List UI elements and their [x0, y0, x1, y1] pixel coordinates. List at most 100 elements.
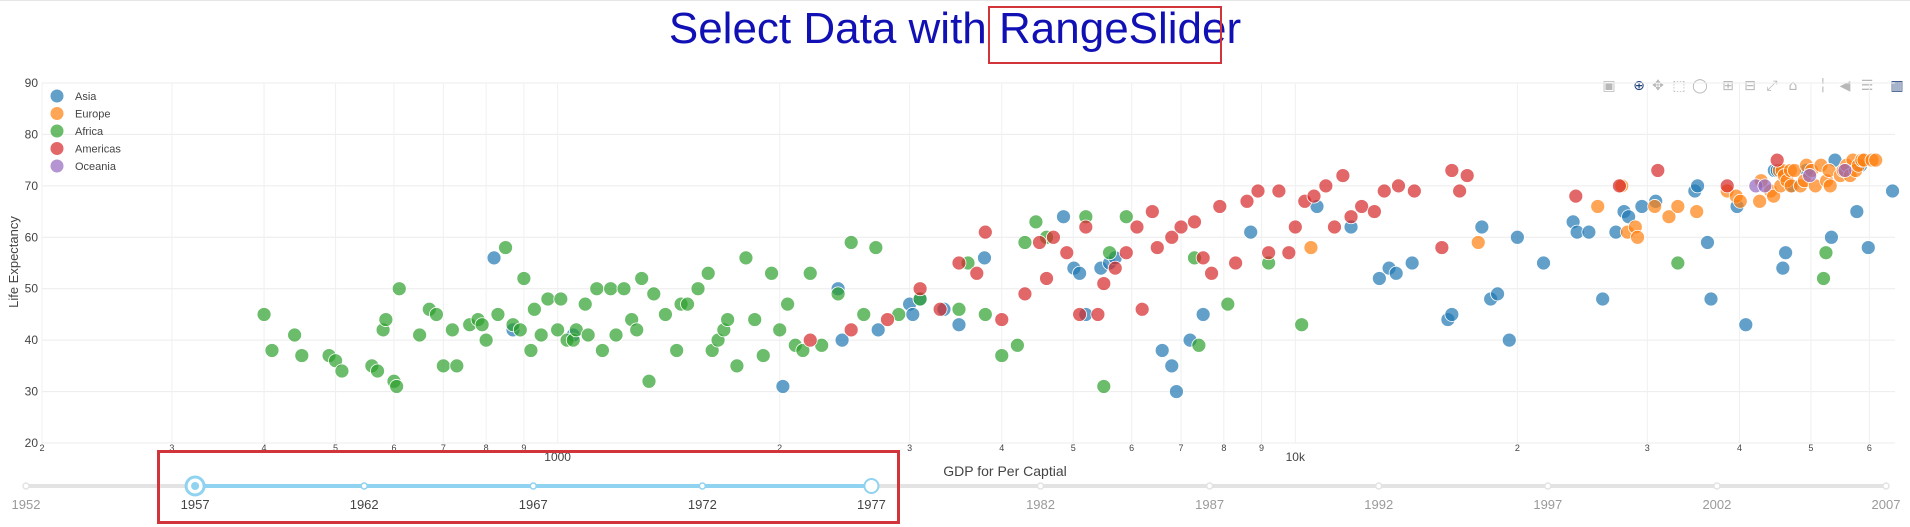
data-point-africa[interactable]: [287, 327, 303, 343]
data-point-africa[interactable]: [512, 322, 528, 338]
box-select-icon[interactable]: ⬚: [1672, 78, 1686, 94]
legend-item-africa[interactable]: Africa: [75, 126, 104, 138]
data-point-africa[interactable]: [444, 322, 460, 338]
data-point-americas[interactable]: [912, 281, 928, 297]
data-point-africa[interactable]: [764, 265, 779, 281]
slider-year-label[interactable]: 2007: [1872, 497, 1901, 512]
slider-tick[interactable]: [1036, 482, 1045, 490]
data-point-africa[interactable]: [580, 327, 596, 343]
lasso-icon[interactable]: ◯: [1692, 78, 1708, 94]
data-point-europe[interactable]: [1590, 199, 1606, 214]
data-point-asia[interactable]: [1738, 317, 1754, 333]
data-point-asia[interactable]: [1509, 229, 1525, 245]
data-point-asia[interactable]: [1444, 307, 1460, 322]
data-point-asia[interactable]: [834, 332, 850, 348]
data-point-asia[interactable]: [1169, 384, 1184, 399]
slider-tick[interactable]: [22, 482, 30, 490]
data-point-asia[interactable]: [1490, 286, 1505, 302]
slider-year-label[interactable]: 1987: [1195, 497, 1224, 512]
legend-marker[interactable]: [50, 142, 64, 155]
legend-marker[interactable]: [50, 107, 64, 120]
zoom-icon[interactable]: ⊕: [1633, 78, 1645, 94]
data-point-americas[interactable]: [1444, 163, 1460, 178]
data-point-africa[interactable]: [729, 358, 745, 374]
data-point-africa[interactable]: [412, 327, 428, 343]
data-point-oceania[interactable]: [1757, 178, 1773, 194]
data-point-americas[interactable]: [1769, 152, 1785, 168]
data-point-africa[interactable]: [526, 301, 542, 317]
data-point-americas[interactable]: [1318, 178, 1334, 194]
data-point-africa[interactable]: [391, 281, 407, 297]
home-icon[interactable]: ⌂: [1788, 78, 1798, 94]
data-point-asia[interactable]: [1690, 178, 1705, 194]
data-point-africa[interactable]: [669, 343, 685, 358]
data-point-americas[interactable]: [1212, 199, 1228, 214]
legend-item-americas[interactable]: Americas: [75, 144, 121, 156]
slider-tick[interactable]: [1374, 482, 1383, 490]
data-point-americas[interactable]: [843, 322, 859, 338]
data-point-asia[interactable]: [951, 317, 967, 333]
data-point-africa[interactable]: [550, 322, 566, 338]
data-point-americas[interactable]: [1354, 199, 1370, 214]
data-point-americas[interactable]: [1459, 168, 1475, 183]
data-point-africa[interactable]: [429, 307, 444, 322]
data-point-asia[interactable]: [1072, 265, 1087, 281]
data-point-asia[interactable]: [1885, 183, 1900, 199]
data-point-africa[interactable]: [738, 250, 754, 266]
data-point-americas[interactable]: [1187, 214, 1202, 230]
data-point-asia[interactable]: [1700, 235, 1715, 250]
data-point-africa[interactable]: [334, 363, 350, 379]
data-point-africa[interactable]: [755, 348, 771, 363]
data-point-americas[interactable]: [1271, 183, 1287, 199]
data-point-americas[interactable]: [1719, 178, 1735, 194]
data-point-americas[interactable]: [1144, 204, 1160, 219]
data-point-africa[interactable]: [490, 307, 506, 322]
data-point-asia[interactable]: [1501, 332, 1517, 348]
data-point-africa[interactable]: [498, 240, 513, 255]
year-range-slider[interactable]: 1952 1957 1962 1967 1972 1977 1982 1987 1992 1997…: [12, 475, 1901, 512]
data-point-americas[interactable]: [1650, 163, 1666, 178]
slider-year-label[interactable]: 1972: [688, 497, 717, 512]
data-point-africa[interactable]: [629, 322, 645, 338]
data-point-americas[interactable]: [1039, 271, 1054, 286]
data-point-americas[interactable]: [1306, 188, 1322, 204]
data-point-asia[interactable]: [1849, 204, 1865, 219]
slider-handle-end[interactable]: [863, 478, 880, 494]
data-point-europe[interactable]: [1689, 204, 1705, 219]
data-point-asia[interactable]: [1860, 240, 1876, 255]
data-point-americas[interactable]: [1281, 245, 1297, 261]
data-point-asia[interactable]: [1581, 224, 1597, 240]
slider-year-label[interactable]: 1992: [1364, 497, 1393, 512]
data-point-americas[interactable]: [1059, 245, 1075, 261]
legend-item-europe[interactable]: Europe: [75, 109, 110, 121]
data-point-americas[interactable]: [1118, 245, 1134, 261]
data-point-americas[interactable]: [1195, 250, 1211, 266]
data-point-africa[interactable]: [690, 281, 706, 297]
data-point-asia[interactable]: [1634, 199, 1650, 214]
data-point-asia[interactable]: [1056, 209, 1071, 225]
data-point-africa[interactable]: [868, 240, 884, 255]
data-point-europe[interactable]: [1630, 229, 1645, 245]
data-point-americas[interactable]: [1434, 240, 1450, 255]
data-point-americas[interactable]: [1090, 307, 1106, 322]
data-point-africa[interactable]: [977, 307, 993, 322]
slider-year-label[interactable]: 1977: [857, 497, 886, 512]
data-point-africa[interactable]: [589, 281, 605, 297]
data-point-americas[interactable]: [969, 265, 985, 281]
data-point-africa[interactable]: [449, 358, 465, 374]
data-point-asia[interactable]: [1388, 265, 1404, 281]
data-point-asia[interactable]: [486, 250, 502, 266]
data-point-africa[interactable]: [795, 343, 811, 358]
data-point-americas[interactable]: [1612, 178, 1627, 194]
data-point-europe[interactable]: [1661, 209, 1677, 225]
zoom-out-icon[interactable]: ⊟: [1744, 78, 1756, 94]
data-point-asia[interactable]: [1703, 291, 1719, 307]
data-point-africa[interactable]: [1028, 214, 1044, 230]
data-point-asia[interactable]: [1243, 224, 1259, 240]
data-point-americas[interactable]: [1452, 183, 1468, 199]
data-point-asia[interactable]: [1536, 255, 1551, 271]
data-point-africa[interactable]: [994, 348, 1010, 363]
data-point-americas[interactable]: [932, 301, 948, 317]
data-point-africa[interactable]: [1220, 296, 1236, 312]
